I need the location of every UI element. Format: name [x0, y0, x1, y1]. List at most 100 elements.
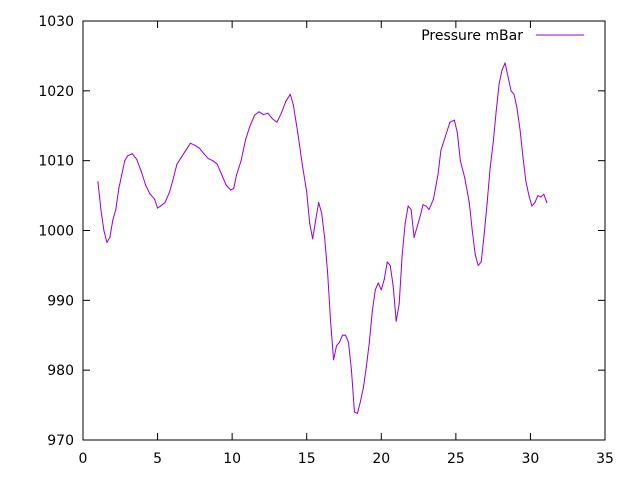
data-point	[112, 219, 114, 221]
data-point	[543, 193, 545, 195]
data-point	[327, 271, 329, 273]
data-point	[474, 254, 476, 256]
data-point	[371, 310, 373, 312]
data-point	[103, 230, 105, 231]
data-point	[176, 163, 178, 165]
plot-frame	[82, 20, 606, 441]
data-point	[189, 142, 191, 144]
data-point	[240, 160, 242, 162]
data-point	[292, 104, 294, 106]
x-tick-label: 20	[372, 451, 390, 467]
data-point	[359, 401, 361, 403]
data-point	[546, 202, 548, 204]
data-point	[404, 223, 406, 225]
data-point	[504, 62, 506, 64]
data-point	[422, 204, 424, 206]
data-point	[109, 236, 111, 238]
data-point	[350, 369, 352, 371]
x-tick-label: 5	[153, 451, 162, 467]
data-point	[471, 230, 473, 231]
data-point	[498, 83, 500, 85]
legend: Pressure mBar	[421, 28, 584, 44]
y-tick-label: 980	[47, 363, 74, 379]
data-point	[280, 112, 282, 114]
data-point	[203, 153, 205, 155]
data-point	[477, 264, 479, 266]
data-point	[301, 163, 303, 165]
data-point	[531, 205, 533, 207]
data-point	[492, 142, 494, 144]
data-point	[106, 241, 108, 243]
data-point	[362, 387, 364, 389]
data-point	[353, 411, 355, 413]
data-point	[164, 202, 166, 204]
data-point	[516, 107, 518, 109]
data-point	[297, 132, 299, 134]
x-axis-tick-labels: 0 5 10 15 20 25 30 35	[79, 451, 614, 467]
data-point	[344, 334, 346, 336]
data-point	[124, 160, 126, 162]
data-point	[437, 174, 439, 176]
data-point	[386, 261, 388, 263]
data-point	[233, 188, 235, 190]
data-point	[416, 226, 418, 228]
y-tick-label: 990	[47, 293, 74, 309]
data-point	[245, 139, 247, 141]
data-point	[289, 93, 291, 95]
data-point	[145, 184, 147, 186]
data-point	[468, 202, 470, 204]
data-point	[365, 366, 367, 368]
data-point	[495, 111, 497, 113]
data-point	[198, 147, 200, 149]
data-point	[356, 412, 358, 414]
data-point	[501, 69, 503, 71]
data-point	[444, 135, 446, 137]
x-tick-label: 30	[522, 451, 540, 467]
data-point	[395, 320, 397, 322]
data-point	[419, 216, 421, 218]
data-point	[510, 90, 512, 92]
data-point	[513, 93, 515, 95]
data-point	[401, 254, 403, 256]
data-point	[157, 207, 159, 209]
data-point	[380, 289, 382, 291]
data-point	[271, 118, 273, 120]
data-point	[410, 209, 412, 211]
legend-label: Pressure mBar	[421, 28, 523, 44]
data-point	[440, 149, 442, 151]
data-point	[383, 278, 385, 280]
data-point	[309, 223, 311, 225]
data-point	[127, 155, 129, 157]
data-point	[407, 205, 409, 207]
data-point	[97, 181, 99, 183]
data-point	[194, 144, 196, 146]
data-point	[149, 193, 151, 195]
data-point	[306, 191, 308, 193]
data-point	[507, 76, 509, 78]
data-point	[285, 100, 287, 102]
data-point	[483, 233, 485, 235]
data-point	[315, 219, 317, 221]
data-point	[207, 158, 209, 160]
data-point	[262, 114, 264, 116]
series-line-pressure	[97, 62, 548, 414]
y-axis-tick-labels: 970 980 990 1000 1010 1020 1030	[38, 14, 74, 449]
data-point	[336, 345, 338, 347]
data-point	[212, 160, 214, 162]
y-tick-label: 1010	[38, 154, 74, 170]
data-point	[185, 149, 187, 151]
data-point	[413, 236, 415, 238]
data-point	[392, 285, 394, 287]
data-point	[276, 121, 278, 123]
x-tick-label: 25	[447, 451, 465, 467]
series-layer	[97, 62, 548, 414]
data-point	[154, 198, 156, 200]
data-point	[540, 196, 542, 198]
data-point	[318, 202, 320, 204]
data-point	[121, 174, 123, 176]
x-tick-label: 0	[79, 451, 88, 467]
data-point	[330, 320, 332, 322]
y-tick-label: 970	[47, 433, 74, 449]
data-point	[459, 160, 461, 162]
